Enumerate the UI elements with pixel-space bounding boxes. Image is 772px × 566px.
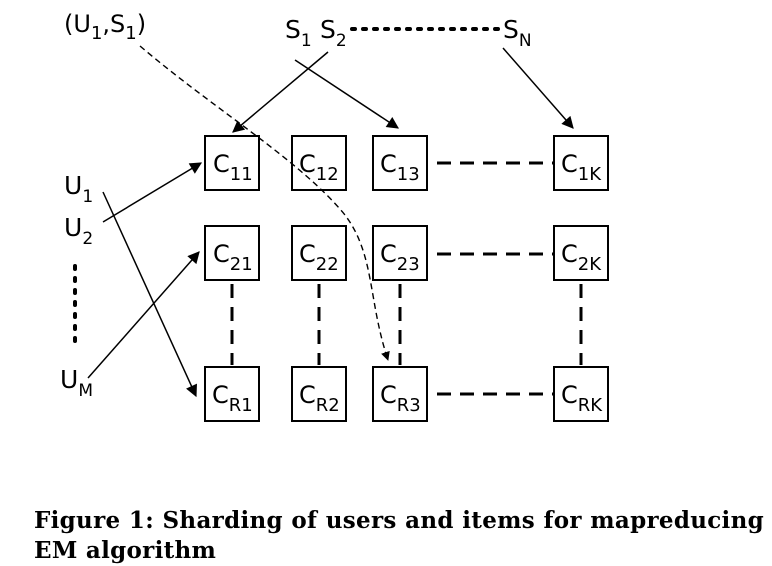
cell-cr2-main: C <box>299 381 316 409</box>
user-arrows <box>87 162 203 398</box>
cell-c23: C23 <box>372 225 428 281</box>
svg-text:CR3: CR3 <box>380 381 421 416</box>
cell-c1k: C1K <box>553 135 609 191</box>
figure-caption: Figure 1: Sharding of users and items fo… <box>34 507 764 564</box>
arrow-u2-to-c11 <box>102 162 203 223</box>
label-s1: S1 <box>285 15 312 51</box>
cell-cr3: CR3 <box>372 366 428 422</box>
cell-c21-sub: 21 <box>230 254 253 275</box>
cell-c2k: C2K <box>553 225 609 281</box>
svg-text:C22: C22 <box>299 240 339 275</box>
cell-c23-main: C <box>380 240 397 268</box>
cell-cr2-sub: R2 <box>316 395 340 416</box>
svg-text:C21: C21 <box>213 240 253 275</box>
label-s2: S2 <box>320 15 347 51</box>
cell-cr1-main: C <box>212 381 229 409</box>
svg-text:C12: C12 <box>299 150 339 185</box>
svg-text:C13: C13 <box>380 150 420 185</box>
cell-cr3-sub: R3 <box>397 395 421 416</box>
cell-c12-main: C <box>299 150 316 178</box>
cell-c21: C21 <box>204 225 260 281</box>
cell-crk: CRK <box>553 366 609 422</box>
cell-c13-main: C <box>380 150 397 178</box>
cell-crk-sub: RK <box>578 395 604 416</box>
cell-c23-sub: 23 <box>397 254 420 275</box>
cell-c13: C13 <box>372 135 428 191</box>
cell-c22-sub: 22 <box>316 254 339 275</box>
cell-c11-sub: 11 <box>230 164 253 185</box>
cell-c11: C11 <box>204 135 260 191</box>
svg-text:C23: C23 <box>380 240 420 275</box>
cell-c13-sub: 13 <box>397 164 420 185</box>
arrow-s1-to-c11 <box>232 51 329 133</box>
sharding-diagram: C11 C12 C13 C1K C21 C22 C23 C2K CR1 CR2 … <box>60 10 609 422</box>
cell-c1k-main: C <box>561 150 578 178</box>
cell-c12: C12 <box>291 135 347 191</box>
cell-c12-sub: 12 <box>316 164 339 185</box>
arrow-s1-to-c13 <box>294 59 400 129</box>
label-pair-u1-s1: (U1,S1) <box>64 10 146 44</box>
cell-crk-main: C <box>561 381 578 409</box>
cell-c2k-main: C <box>561 240 578 268</box>
grid-connectors <box>230 161 583 396</box>
cell-c11-main: C <box>213 150 230 178</box>
cell-c22: C22 <box>291 225 347 281</box>
item-arrows <box>232 47 574 133</box>
arrow-u1-to-cr1 <box>102 191 197 398</box>
cell-cr1: CR1 <box>204 366 260 422</box>
cell-c21-main: C <box>213 240 230 268</box>
svg-text:C2K: C2K <box>561 240 602 275</box>
svg-text:C11: C11 <box>213 150 253 185</box>
cell-cr1-sub: R1 <box>229 395 253 416</box>
arrow-pair-to-cr3 <box>139 45 390 361</box>
svg-text:C1K: C1K <box>561 150 602 185</box>
label-u2: U2 <box>64 213 93 249</box>
svg-text:CR1: CR1 <box>212 381 253 416</box>
cell-c1k-sub: 1K <box>578 164 602 185</box>
cell-c2k-sub: 2K <box>578 254 602 275</box>
cell-cr2: CR2 <box>291 366 347 422</box>
label-u1: U1 <box>64 171 93 207</box>
arrow-sn-to-c1k <box>502 47 574 129</box>
svg-text:CR2: CR2 <box>299 381 340 416</box>
label-um: UM <box>60 365 93 401</box>
cell-cr3-main: C <box>380 381 397 409</box>
svg-text:CRK: CRK <box>561 381 603 416</box>
arrow-um-to-c21 <box>87 251 200 379</box>
cell-c22-main: C <box>299 240 316 268</box>
label-sn: SN <box>503 15 532 51</box>
